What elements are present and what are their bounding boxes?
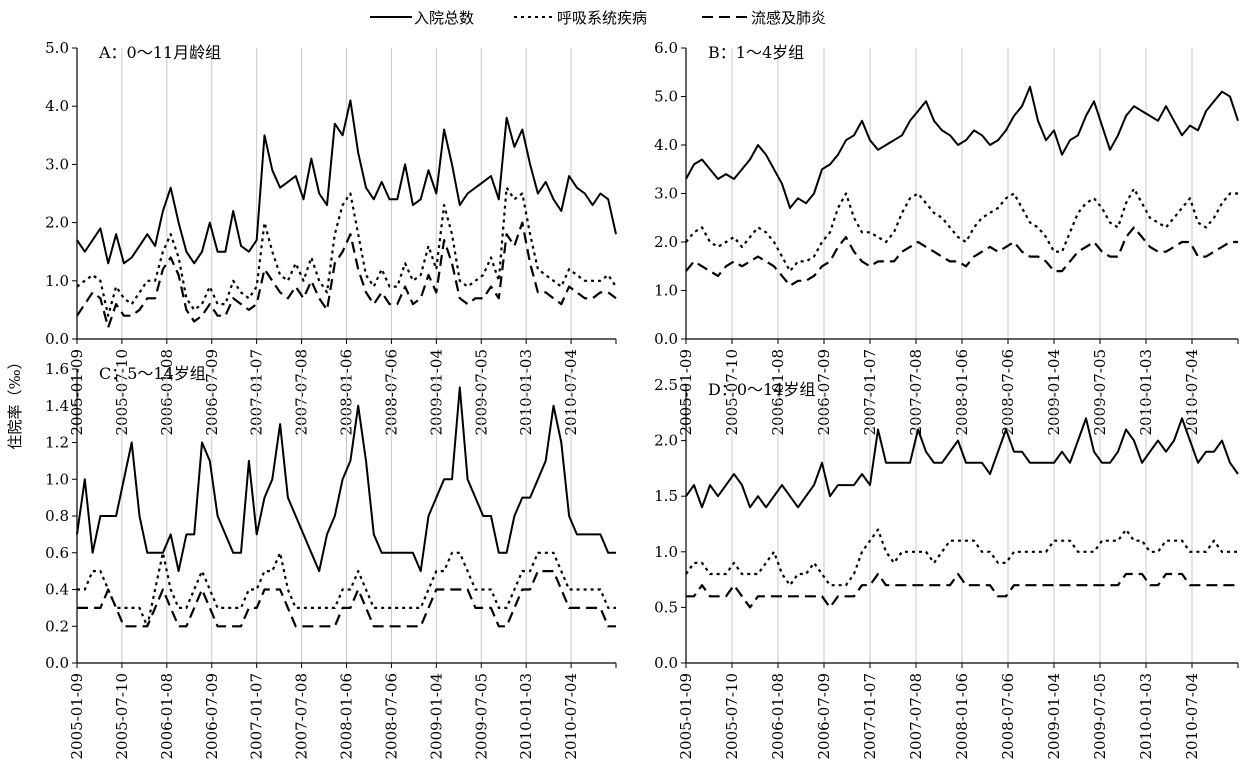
- x-tick-label: 2008-01-06: [338, 673, 356, 759]
- x-tick-label: 2005-07-10: [113, 673, 131, 759]
- x-tick-label: 2008-01-06: [953, 673, 971, 759]
- y-tick-label: 3.0: [45, 155, 69, 173]
- y-tick-label: 0.0: [45, 330, 69, 348]
- y-tick-label: 5.0: [654, 88, 678, 106]
- x-tick-label: 2006-07-09: [203, 673, 221, 759]
- chart-panel-4: 0.0 0.5 1.0 1.5 2.0 2.5 2005-01-09 2005-07-10 20…: [654, 376, 1239, 759]
- y-tick-label: 3.0: [654, 185, 678, 203]
- x-tick-label: 2008-07-06: [382, 673, 400, 759]
- legend-label-influenza: 流感及肺炎: [751, 9, 826, 27]
- x-tick-label: 2009-07-05: [1091, 673, 1109, 759]
- chart-panels: 0.0 1.0 2.0 3.0 4.0 5.0 2005-01-09 2005-07-10 20…: [45, 39, 1239, 759]
- x-tick-label: 2006-01-08: [158, 673, 176, 759]
- y-tick-label: 0.2: [45, 617, 69, 635]
- series-line-influenza: [686, 572, 1238, 609]
- panel-title: B：1～4岁组: [708, 43, 804, 62]
- x-tick-label: 2008-07-06: [999, 673, 1017, 759]
- y-tick-label: 1.0: [654, 282, 678, 300]
- series-line-respiratory: [76, 186, 617, 317]
- y-tick-label: 0.5: [654, 598, 678, 616]
- x-tick-label: 2010-07-04: [1183, 673, 1201, 759]
- series-line-total: [76, 386, 616, 573]
- x-tick-label: 2010-01-03: [1137, 673, 1155, 759]
- y-tick-label: 2.0: [654, 233, 678, 251]
- y-tick-label: 1.4: [45, 397, 69, 415]
- series-line-respiratory: [685, 528, 1238, 587]
- x-tick-label: 2010-07-04: [562, 673, 580, 759]
- y-tick-label: 2.0: [654, 432, 678, 450]
- y-tick-label: 5.0: [45, 39, 69, 57]
- y-tick-label: 1.0: [45, 470, 69, 488]
- chart-panel-3: 0.0 0.2 0.4 0.6 0.8 1.0 1.2 1.4 1.6 2005-01-09 200…: [45, 360, 617, 759]
- x-tick-label: 2005-07-10: [723, 673, 741, 759]
- x-tick-label: 2009-07-05: [472, 673, 490, 759]
- series-line-total: [76, 99, 617, 265]
- series-line-respiratory: [685, 187, 1238, 273]
- legend-label-total: 入院总数: [414, 9, 474, 27]
- panel-title: D：0～14岁组: [708, 380, 815, 399]
- series-line-total: [685, 85, 1239, 209]
- x-tick-label: 2007-07-08: [293, 673, 311, 759]
- panel-title: C：5～14岁组: [99, 364, 206, 383]
- x-tick-label: 2009-01-04: [427, 673, 445, 759]
- y-tick-label: 0.0: [654, 330, 678, 348]
- x-tick-label: 2007-07-08: [907, 673, 925, 759]
- x-tick-label: 2009-01-04: [1045, 673, 1063, 759]
- series-line-influenza: [77, 569, 616, 628]
- y-tick-label: 4.0: [654, 136, 678, 154]
- y-tick-label: 2.0: [45, 214, 69, 232]
- legend: 入院总数 呼吸系统疾病 流感及肺炎: [370, 9, 826, 27]
- y-tick-label: 4.0: [45, 97, 69, 115]
- x-tick-label: 2005-01-09: [677, 673, 695, 759]
- y-tick-label: 6.0: [654, 39, 678, 57]
- series-line-influenza: [685, 226, 1238, 287]
- y-tick-label: 0.0: [45, 654, 69, 672]
- y-tick-label: 2.5: [654, 376, 678, 394]
- x-tick-label: 2006-01-08: [769, 673, 787, 759]
- x-tick-label: 2007-01-07: [861, 673, 879, 759]
- x-tick-label: 2005-01-09: [68, 673, 86, 759]
- series-line-total: [685, 417, 1239, 509]
- y-tick-label: 1.0: [45, 272, 69, 290]
- legend-label-respiratory: 呼吸系统疾病: [557, 9, 647, 27]
- series-line-respiratory: [77, 551, 616, 628]
- panel-title: A：0～11月龄组: [98, 43, 221, 62]
- y-tick-label: 0.4: [45, 581, 69, 599]
- y-tick-label: 0.0: [654, 654, 678, 672]
- x-tick-label: 2007-01-07: [248, 673, 266, 759]
- x-tick-label: 2006-07-09: [815, 673, 833, 759]
- x-tick-label: 2010-01-03: [517, 673, 535, 759]
- series-line-influenza: [76, 221, 617, 329]
- y-tick-label: 1.2: [45, 434, 69, 452]
- y-tick-label: 1.5: [654, 487, 678, 505]
- y-tick-label: 1.6: [45, 360, 69, 378]
- y-tick-label: 1.0: [654, 543, 678, 561]
- y-tick-label: 0.8: [45, 507, 69, 525]
- y-axis-label: 住院率（‰）: [6, 354, 24, 449]
- y-tick-label: 0.6: [45, 544, 69, 562]
